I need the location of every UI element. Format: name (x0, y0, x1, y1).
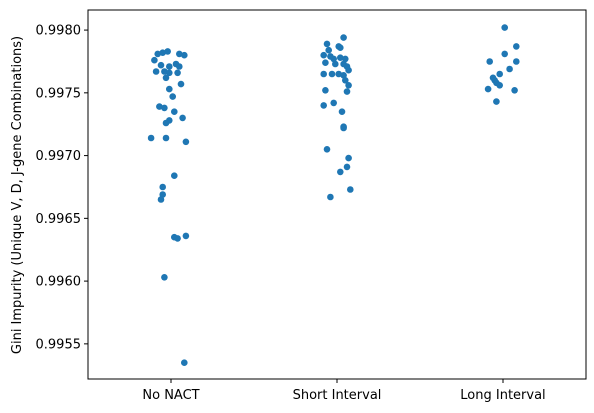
y-tick-label: 0.9970 (36, 149, 82, 164)
data-point (320, 70, 328, 78)
y-axis: 0.9955 0.9960 0.9965 0.9970 0.9975 0.9980 (36, 24, 88, 352)
data-point (345, 154, 352, 162)
data-point (513, 43, 520, 50)
data-point (147, 134, 155, 142)
data-point (328, 70, 336, 78)
data-point (337, 54, 344, 61)
data-point (496, 82, 504, 89)
data-point (181, 51, 188, 59)
data-point (151, 56, 158, 64)
data-point (181, 359, 188, 367)
data-point (337, 44, 344, 51)
data-points (147, 24, 520, 367)
data-point (156, 103, 163, 110)
data-point (506, 65, 513, 73)
data-point (337, 168, 344, 176)
data-point (327, 193, 334, 201)
data-point (496, 70, 504, 78)
data-point (330, 55, 338, 63)
data-point (501, 24, 509, 31)
data-point (164, 48, 171, 55)
data-point (161, 274, 168, 281)
data-point (162, 74, 170, 82)
data-point (347, 186, 354, 193)
x-tick-label: Long Interval (460, 388, 545, 403)
data-point (332, 60, 339, 68)
y-axis-title: Gini Impurity (Unique V, D, J-gene Combi… (10, 36, 25, 354)
data-point (171, 172, 178, 179)
data-point (320, 102, 328, 109)
y-tick-label: 0.9965 (36, 212, 82, 227)
y-tick-label: 0.9980 (36, 24, 82, 39)
data-point (159, 49, 166, 56)
data-point (162, 134, 170, 142)
x-tick-label: No NACT (142, 388, 199, 403)
data-point (179, 114, 186, 122)
data-point (343, 88, 351, 95)
data-point (157, 196, 165, 203)
data-point (154, 50, 161, 58)
data-point (157, 61, 165, 69)
x-axis: No NACT Short Interval Long Interval (142, 379, 546, 403)
data-point (342, 55, 349, 63)
data-point (323, 40, 331, 48)
data-point (493, 98, 500, 105)
data-point (322, 59, 329, 66)
data-point (486, 58, 494, 65)
data-point (182, 232, 190, 240)
data-point (162, 119, 170, 127)
data-point (511, 87, 518, 94)
data-point (340, 72, 347, 79)
data-point (484, 85, 492, 93)
data-point (322, 87, 329, 94)
data-point (174, 235, 181, 242)
data-point (176, 50, 183, 58)
data-point (171, 108, 178, 115)
data-point (166, 85, 173, 93)
data-point (161, 104, 168, 112)
y-tick-label: 0.9960 (36, 275, 82, 290)
data-point (323, 146, 331, 153)
data-point (182, 138, 190, 146)
data-point (176, 63, 183, 70)
data-point (159, 183, 166, 191)
data-point (330, 99, 338, 107)
data-point (338, 108, 346, 115)
data-point (152, 68, 160, 75)
data-point (345, 82, 352, 89)
data-point (340, 124, 347, 132)
data-point (501, 50, 509, 58)
data-point (325, 46, 333, 54)
x-tick-label: Short Interval (293, 388, 382, 403)
data-point (340, 34, 347, 41)
data-point (159, 191, 166, 198)
data-point (177, 80, 185, 88)
data-point (342, 77, 349, 84)
data-point (169, 93, 176, 100)
data-point (174, 69, 181, 77)
data-point (166, 63, 173, 70)
y-tick-label: 0.9975 (36, 86, 82, 101)
y-tick-label: 0.9955 (36, 337, 82, 352)
data-point (343, 163, 351, 171)
data-point (345, 66, 352, 74)
data-point (513, 58, 520, 65)
data-point (166, 69, 173, 77)
data-point (320, 51, 328, 59)
